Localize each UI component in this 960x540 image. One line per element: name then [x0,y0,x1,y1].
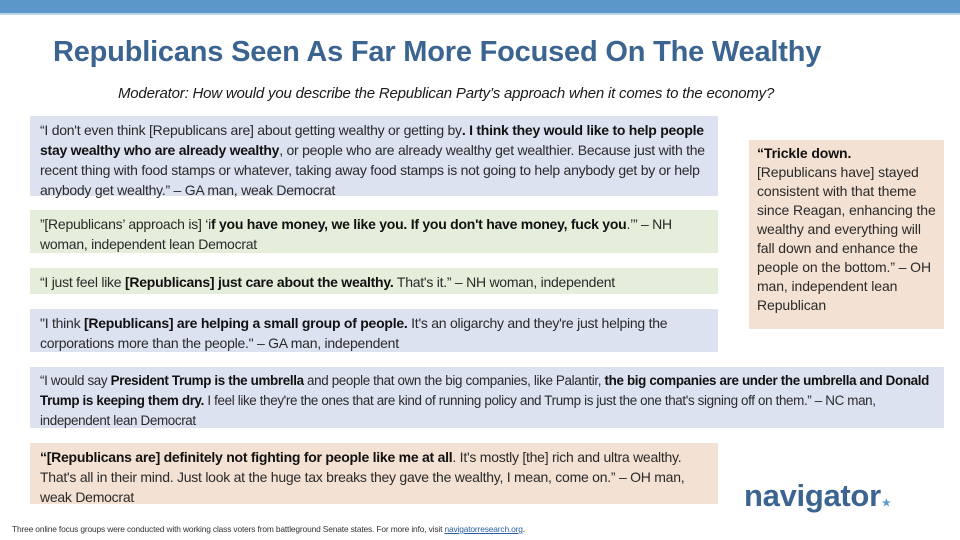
quote-emphasis: President Trump is the umbrella [110,373,304,388]
page-title: Republicans Seen As Far More Focused On … [53,36,822,68]
quote-text: and people that own the big companies, l… [303,373,605,388]
quote-box: “[Republicans are] definitely not fighti… [30,443,718,505]
quote-emphasis: f you have money, we like you. If you do… [210,216,627,232]
quote-text: “I would say [40,373,111,388]
top-accent-bar [0,0,960,13]
quote-box: “I would say President Trump is the umbr… [30,367,944,428]
quote-text: ”[Republicans’ approach is] ‘i [40,216,211,232]
navigator-logo: navigator★ [744,478,891,514]
star-icon: ★ [881,498,891,509]
quote-text: [Republicans have] stayed consistent wit… [757,164,936,313]
quote-emphasis: . I think they would like to help people… [40,122,704,158]
quote-box: "I think [Republicans] are helping a sma… [30,309,718,352]
quote-emphasis: the big companies are under the umbrella… [40,373,929,408]
quote-emphasis: [Republicans] are helping a small group … [83,315,408,331]
quote-text: “I just feel like [40,274,125,290]
quote-emphasis: “[Republicans are] definitely not fighti… [40,449,453,465]
quote-box: ”[Republicans’ approach is] ‘if you have… [30,210,718,253]
quote-text: .’” – NH woman, independent lean Democra… [40,216,672,252]
quote-emphasis: [Republicans] just care about the wealth… [124,274,394,290]
quote-text: That's it.” – NH woman, independent [393,274,615,290]
footer-period: . [522,524,525,534]
quote-box: “I just feel like [Republicans] just car… [30,268,718,294]
navigator-research-link[interactable]: navigatorresearch.org [444,524,523,534]
quote-box: “I don't even think [Republicans are] ab… [30,116,718,198]
quote-text: , or people who are already wealthy get … [40,142,705,198]
logo-wordmark: navigator [744,478,881,513]
top-accent-line [0,13,960,15]
quote-emphasis: “Trickle down. [757,145,852,161]
footer-note: Three online focus groups were conducted… [12,524,525,534]
sidebar-quote-box: “Trickle down. [Republicans have] stayed … [749,140,944,329]
footer-text: Three online focus groups were conducted… [12,524,445,534]
quote-text: “I don't even think [Republicans are] ab… [40,122,462,138]
quote-text: "I think [40,315,84,331]
quote-text: . It's mostly [the] rich and ultra wealt… [40,449,685,505]
quote-text: It's an oligarchy and they're just helpi… [40,315,668,351]
quote-text: I feel like they're the ones that are ki… [40,393,876,428]
moderator-question: Moderator: How would you describe the Re… [118,85,775,102]
